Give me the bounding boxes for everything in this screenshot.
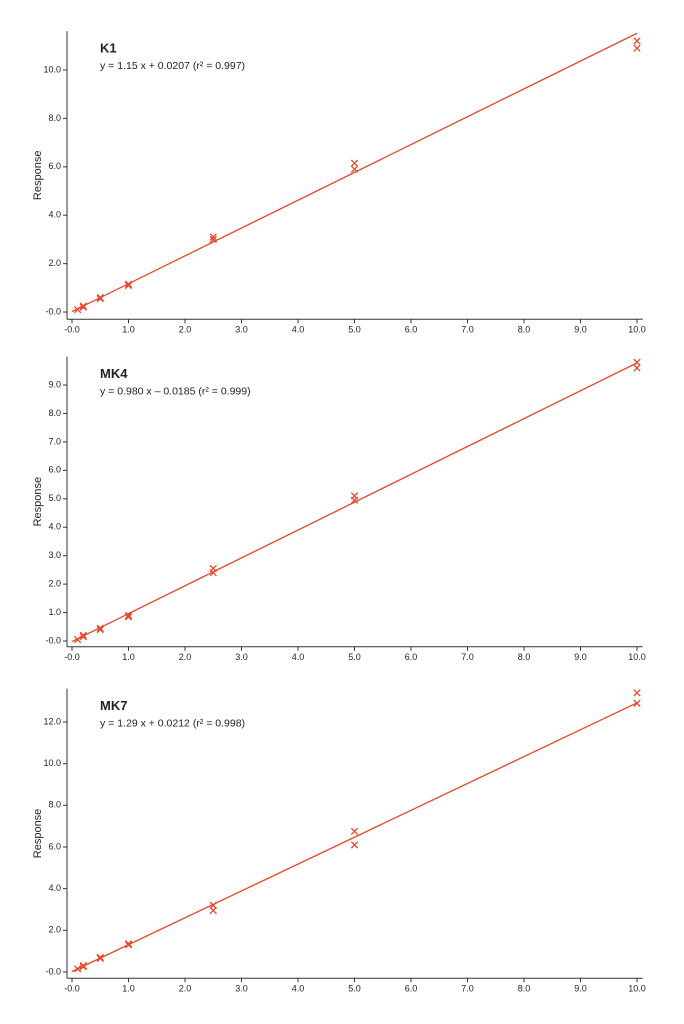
x-tick-label: 9.0: [574, 652, 587, 662]
y-tick-label: -0.0: [45, 635, 61, 645]
y-tick-label: -0.0: [45, 966, 61, 976]
y-tick-label: 9.0: [48, 379, 61, 389]
chart-subtitle: y = 1.15 x + 0.0207 (r² = 0.997): [100, 60, 245, 72]
fit-line: [71, 32, 638, 313]
x-tick-label: -0.0: [64, 325, 80, 335]
data-point: [633, 37, 641, 45]
x-tick-label: 10.0: [628, 652, 646, 662]
data-point: [633, 364, 641, 372]
x-tick-label: 5.0: [348, 984, 361, 994]
x-tick-label: 1.0: [122, 652, 135, 662]
y-tick-label: 6.0: [48, 161, 61, 171]
data-point: [633, 44, 641, 52]
x-tick-label: 4.0: [292, 984, 305, 994]
x-tick-label: 3.0: [235, 984, 248, 994]
data-point: [350, 159, 359, 167]
x-tick-label: 10.0: [628, 984, 646, 994]
y-axis-label: Response: [32, 151, 44, 201]
y-tick-label: 6.0: [48, 465, 61, 475]
y-axis-label: Response: [32, 477, 44, 527]
x-tick-label: 6.0: [405, 325, 418, 335]
x-tick-label: 7.0: [461, 984, 474, 994]
x-tick-label: 1.0: [122, 325, 135, 335]
y-tick-label: 2.0: [48, 925, 61, 935]
fit-line: [71, 362, 638, 643]
chart-title: K1: [100, 41, 117, 56]
y-tick-label: 6.0: [48, 841, 61, 851]
chart-title: MK7: [100, 698, 127, 713]
x-tick-label: 2.0: [179, 325, 192, 335]
x-tick-label: 3.0: [235, 652, 248, 662]
y-axis-label: Response: [32, 809, 44, 859]
x-tick-label: 9.0: [574, 325, 587, 335]
x-tick-label: 5.0: [348, 325, 361, 335]
x-tick-label: 10.0: [628, 325, 646, 335]
x-tick-label: 8.0: [518, 652, 531, 662]
x-tick-label: 7.0: [461, 325, 474, 335]
chart-subtitle: y = 1.29 x + 0.0212 (r² = 0.998): [100, 717, 245, 729]
y-tick-label: 8.0: [48, 113, 61, 123]
data-point: [209, 233, 217, 241]
data-point: [350, 492, 359, 500]
x-tick-label: 1.0: [122, 984, 135, 994]
y-tick-label: 4.0: [48, 522, 61, 532]
x-tick-label: 5.0: [348, 652, 361, 662]
x-tick-label: 4.0: [292, 652, 305, 662]
x-tick-label: 9.0: [574, 984, 587, 994]
x-tick-label: 3.0: [235, 325, 248, 335]
x-tick-label: 2.0: [179, 984, 192, 994]
data-point: [209, 906, 217, 915]
y-tick-label: 8.0: [48, 800, 61, 810]
y-tick-label: -0.0: [45, 306, 61, 316]
chart-subtitle: y = 0.980 x – 0.0185 (r² = 0.999): [100, 385, 251, 397]
x-tick-label: 8.0: [518, 984, 531, 994]
chart-panel: -0.0 1.0 2.0 3.0 4.0 5.0 6.0 7.0 8.0 9.0 -0.0 1.0 2.…: [32, 356, 646, 662]
y-tick-label: 2.0: [48, 579, 61, 589]
x-tick-label: 7.0: [461, 652, 474, 662]
y-tick-label: 4.0: [48, 210, 61, 220]
x-tick-label: 4.0: [292, 325, 305, 335]
y-tick-label: 4.0: [48, 883, 61, 893]
y-tick-label: 10.0: [43, 64, 61, 74]
chart-title: MK4: [100, 366, 128, 381]
y-tick-label: 12.0: [43, 716, 61, 726]
y-tick-label: 1.0: [48, 607, 61, 617]
y-tick-label: 8.0: [48, 408, 61, 418]
chart-panel: -0.0 2.0 4.0 6.0 8.0 10.0 12.0 -0.0 1.0 2.0 3.0 4.0…: [32, 688, 646, 994]
x-tick-label: 8.0: [518, 325, 531, 335]
y-tick-label: 3.0: [48, 550, 61, 560]
x-tick-label: -0.0: [64, 984, 80, 994]
data-point: [350, 827, 359, 836]
y-tick-label: 2.0: [48, 258, 61, 268]
data-point: [350, 841, 359, 849]
data-point: [633, 689, 641, 697]
y-tick-label: 7.0: [48, 436, 61, 446]
y-tick-label: 10.0: [43, 758, 61, 768]
x-tick-label: 6.0: [405, 652, 418, 662]
x-tick-label: -0.0: [64, 652, 80, 662]
fit-line: [71, 702, 638, 973]
chart-panel: -0.0 2.0 4.0 6.0 8.0 10.0 -0.0 1.0 2.0 3.0 4.0 5.0 6…: [32, 31, 646, 335]
x-tick-label: 2.0: [179, 652, 192, 662]
y-tick-label: 5.0: [48, 493, 61, 503]
data-point: [96, 625, 104, 634]
x-tick-label: 6.0: [405, 984, 418, 994]
